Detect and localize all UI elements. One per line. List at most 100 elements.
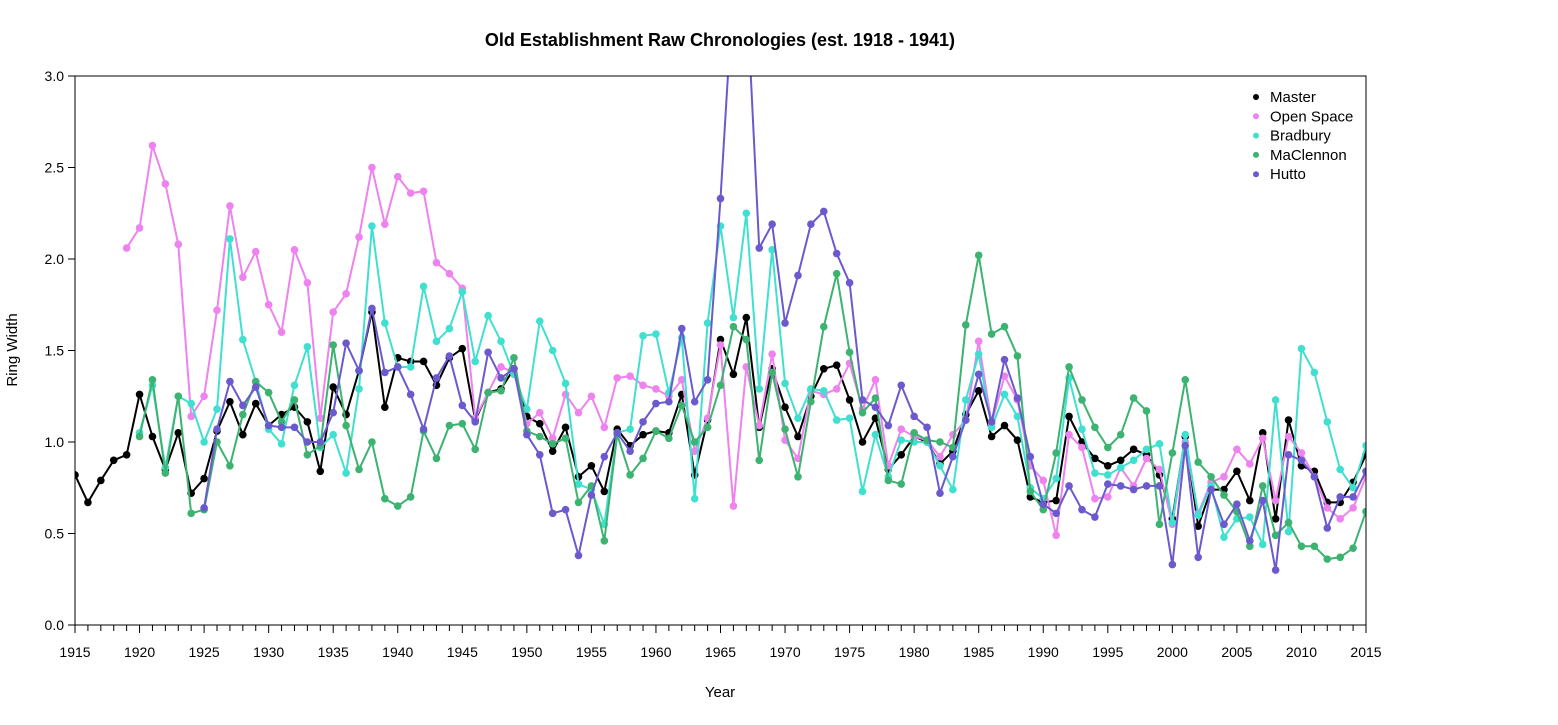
data-point-hutto [200,504,208,512]
data-point-hutto [871,403,880,412]
data-point-bradbury [277,440,286,448]
data-point-master [639,430,647,439]
data-point-open-space [277,328,286,337]
data-point-open-space [419,187,428,196]
data-point-open-space [1336,515,1344,523]
data-point-hutto [936,489,944,498]
series-maclennon [135,251,1366,563]
data-point-bradbury [1129,456,1138,465]
x-axis-label: Year [705,684,735,701]
data-point-maclennon [794,472,802,481]
data-point-hutto [523,430,531,439]
data-point-hutto [393,363,402,371]
data-point-hutto [1104,480,1112,488]
data-point-master [1091,454,1099,463]
data-point-bradbury [871,430,880,439]
data-point-bradbury [949,485,957,494]
x-tick-label: 1950 [511,644,542,660]
data-point-bradbury [523,405,531,413]
data-point-maclennon [974,251,983,260]
data-point-hutto [910,412,918,421]
data-point-hutto [587,491,596,499]
data-point-open-space [161,180,170,188]
legend-label-maclennon: MaClennon [1270,147,1347,164]
data-point-open-space [1297,449,1306,457]
x-tick-label: 1985 [963,644,994,660]
data-point-maclennon [277,418,286,426]
data-point-maclennon [381,494,389,503]
data-point-maclennon [161,469,170,477]
data-point-hutto [535,451,544,459]
data-point-maclennon [510,354,518,362]
data-point-hutto [703,375,712,384]
data-point-hutto [1000,355,1009,364]
data-point-master [716,335,725,344]
x-tick-label: 1935 [318,644,349,660]
data-point-master [458,344,467,353]
data-point-open-space [148,141,157,150]
data-point-maclennon [819,322,828,331]
data-point-maclennon [1181,375,1190,384]
data-point-hutto [264,421,273,430]
data-point-maclennon [432,454,441,463]
data-point-master [819,365,828,373]
data-point-maclennon [445,421,454,430]
data-point-hutto [561,505,570,514]
data-point-maclennon [574,498,583,507]
data-point-open-space [1091,494,1099,503]
data-point-hutto [226,377,234,386]
data-point-hutto [1220,520,1228,529]
data-point-hutto [600,452,609,461]
data-point-maclennon [1000,322,1009,331]
data-point-hutto [677,324,686,333]
x-tick-label: 2000 [1157,644,1188,660]
data-point-maclennon [742,335,751,344]
data-point-open-space [574,408,583,417]
x-tick-label: 2010 [1286,644,1317,660]
data-point-hutto [961,416,970,424]
data-point-hutto [445,352,454,360]
data-point-hutto [419,425,428,433]
data-point-master [1271,515,1280,523]
data-point-bradbury [1000,390,1009,399]
data-point-open-space [832,385,841,393]
data-point-master [1013,436,1022,444]
data-point-maclennon [1026,487,1035,496]
data-point-bradbury [200,438,208,446]
data-point-maclennon [729,322,738,331]
y-tick-label: 2.0 [45,251,65,267]
data-point-hutto [1091,513,1099,521]
x-tick-label: 1930 [253,644,284,660]
data-point-hutto [497,374,505,382]
data-point-hutto [1271,566,1280,574]
data-point-hutto [832,249,841,258]
data-point-open-space [1271,496,1280,505]
data-point-maclennon [665,434,673,443]
data-point-maclennon [1271,531,1280,540]
data-point-hutto [1284,451,1293,459]
data-point-bradbury [1142,445,1151,454]
data-point-hutto [1065,482,1073,490]
data-point-maclennon [600,537,609,545]
y-tick-label: 0.5 [45,526,65,542]
data-point-master [535,419,544,428]
data-point-maclennon [768,368,776,377]
data-point-master [174,429,183,437]
data-point-master [858,438,867,446]
series-bradbury [135,209,1366,549]
data-point-maclennon [1310,542,1319,551]
data-point-master [329,383,338,391]
data-point-maclennon [1220,491,1228,499]
data-point-bradbury [832,416,841,424]
data-point-maclennon [871,394,880,402]
data-point-hutto [1078,505,1086,514]
data-point-open-space [381,220,389,229]
data-point-maclennon [1129,394,1138,402]
data-point-maclennon [1246,542,1254,551]
data-point-hutto [239,401,247,410]
data-point-open-space [174,240,183,249]
data-point-open-space [1065,430,1073,439]
data-point-open-space [122,244,131,252]
series-hutto [200,76,1366,574]
